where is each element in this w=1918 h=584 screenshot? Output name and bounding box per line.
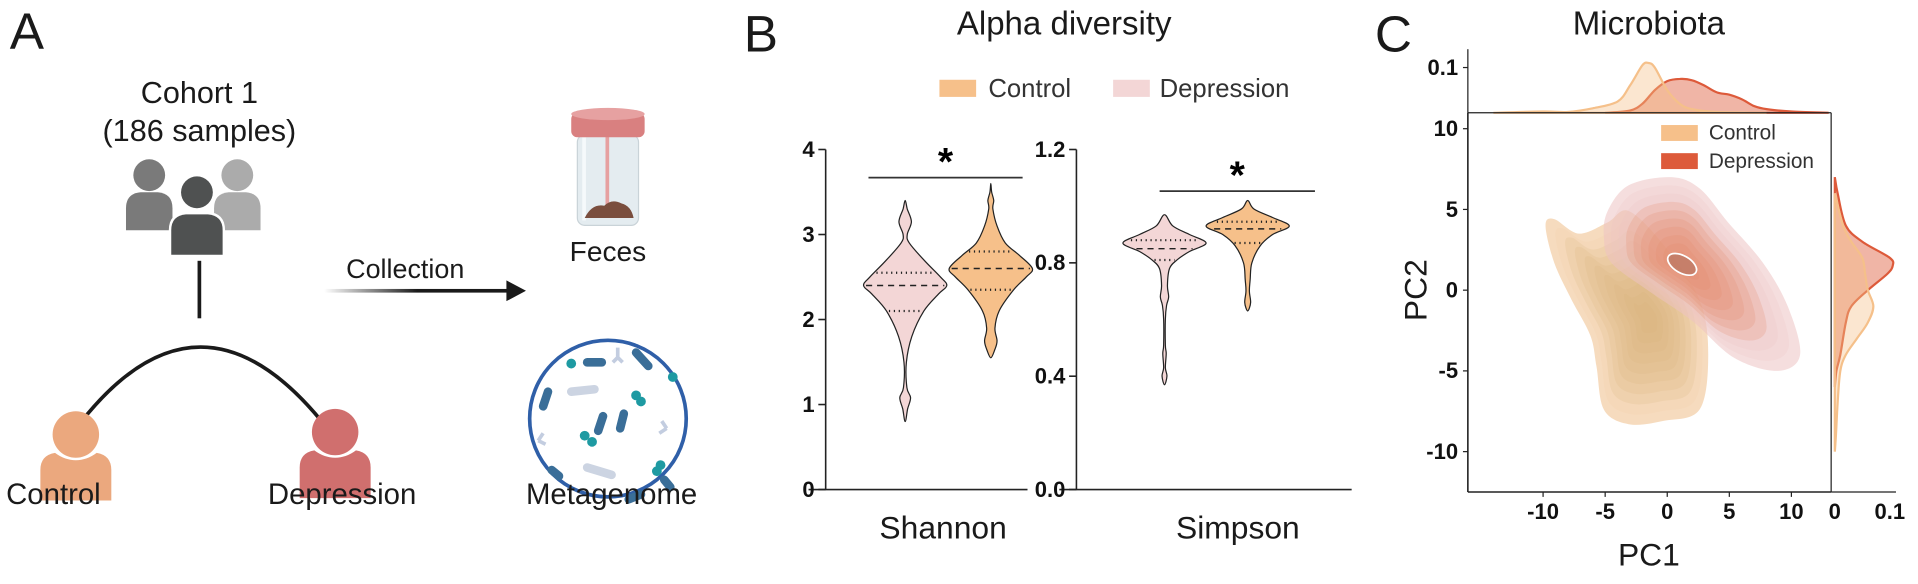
marginal-right-tick-label: 0 [1829, 499, 1841, 524]
y-tick-label: 1.2 [1035, 137, 1066, 162]
significance-star: * [1230, 155, 1246, 198]
specimen-jar-icon [571, 107, 645, 226]
panel-a-letter: A [10, 2, 45, 60]
panel-b-title: Alpha diversity [957, 5, 1172, 42]
legend-label-control: Control [988, 75, 1071, 103]
panel-b-letter: B [744, 5, 778, 63]
feces-label: Feces [570, 236, 647, 267]
panel-a: A Cohort 1 (186 samples) Control Depress… [6, 2, 697, 511]
y-tick-label: 0 [1446, 278, 1458, 303]
x-tick-label: 0 [1661, 499, 1673, 524]
control-person-icon [40, 411, 112, 501]
collection-arrowhead-icon [506, 280, 526, 302]
violin-depression [1122, 214, 1207, 386]
panel-c: -10 -5 0 5 10 10 5 0 -5 -10 0.1 0 0.1 C Microbiota C… [1375, 5, 1905, 573]
group-depression-label: Depression [268, 478, 416, 511]
collection-arrow [324, 288, 511, 293]
legend-swatch-depression [1661, 153, 1698, 170]
legend: Control Depression [939, 75, 1289, 103]
violin-control [948, 182, 1034, 359]
density-contour-control [1614, 281, 1669, 354]
y-tick-label: 1 [802, 392, 814, 417]
y-tick-label: 0.8 [1035, 250, 1066, 275]
collection-label: Collection [346, 254, 464, 284]
violin-depression [862, 199, 948, 423]
density-peak-depression [1666, 252, 1698, 277]
depression-person-icon [299, 408, 371, 499]
significance-star: * [938, 141, 954, 184]
marginal-pc2-control [1833, 193, 1875, 452]
split-arc [68, 345, 336, 439]
marginal-right-tick-label: 0.1 [1875, 499, 1906, 524]
legend-swatch-control [1661, 125, 1698, 141]
simpson-x-label: Simpson [1176, 509, 1300, 545]
marginal-pc1-control [1493, 61, 1767, 114]
x-tick-label: -10 [1527, 499, 1559, 524]
y-tick-label: 0.4 [1035, 364, 1066, 389]
density-contour-depression [1603, 177, 1801, 371]
y-tick-label: 3 [802, 222, 814, 247]
pca-density-plot: -10 -5 0 5 10 10 5 0 -5 -10 0.1 0 0.1 [1426, 49, 1905, 524]
y-tick-label: 4 [802, 137, 815, 162]
pc2-axis-label: PC2 [1397, 259, 1433, 321]
density-contour-depression [1611, 185, 1790, 361]
shannon-x-label: Shannon [879, 509, 1006, 545]
legend-label-depression: Depression [1160, 75, 1290, 103]
y-tick-label: -5 [1439, 358, 1459, 383]
marginal-top-tick-label: 0.1 [1427, 55, 1458, 80]
pca-legend: Control Depression [1661, 122, 1814, 173]
marginal-pc1-depression [1605, 77, 1829, 114]
legend-label-depression: Depression [1709, 150, 1814, 173]
x-tick-label: -5 [1595, 499, 1615, 524]
cohort-title: Cohort 1 [141, 76, 258, 110]
legend-swatch-control [939, 79, 977, 97]
violin-control [1205, 199, 1290, 312]
y-tick-label: 2 [802, 307, 814, 332]
x-tick-label: 5 [1723, 499, 1735, 524]
x-tick-label: 10 [1779, 499, 1803, 524]
y-tick-label: 0.0 [1035, 477, 1066, 502]
legend-label-control: Control [1709, 122, 1776, 145]
simpson-violin-plot: 0.0 0.4 0.8 1.2 * [1035, 137, 1352, 502]
group-control-label: Control [6, 478, 101, 511]
panel-b: B Alpha diversity Control Depression 0 1 2… [744, 5, 1352, 545]
panel-c-letter: C [1375, 5, 1412, 63]
y-tick-label: 10 [1434, 116, 1458, 141]
people-group-icon [125, 159, 261, 255]
y-tick-label: 0 [802, 477, 814, 502]
density-contour-depression [1618, 193, 1778, 351]
density-contour-control [1623, 291, 1663, 344]
metagenome-circle-icon [527, 338, 689, 504]
panel-c-title: Microbiota [1573, 5, 1726, 42]
density-contour-control [1633, 302, 1658, 334]
pc1-axis-label: PC1 [1618, 536, 1680, 572]
y-tick-label: 5 [1446, 197, 1458, 222]
shannon-violin-plot: 0 1 2 3 4 * [802, 137, 1034, 502]
legend-swatch-depression [1113, 79, 1150, 97]
y-tick-label: -10 [1426, 439, 1458, 464]
marginal-pc2-depression [1833, 176, 1895, 388]
metagenome-label: Metagenome [526, 478, 697, 511]
cohort-samples: (186 samples) [103, 114, 297, 148]
